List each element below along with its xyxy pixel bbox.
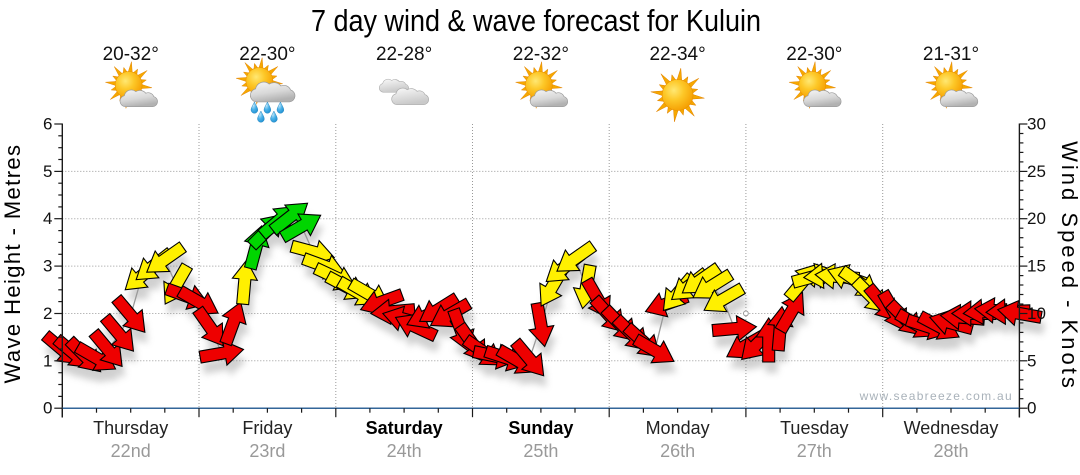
svg-text:22-32°: 22-32° bbox=[513, 44, 569, 65]
svg-text:3: 3 bbox=[43, 257, 52, 276]
svg-text:20-32°: 20-32° bbox=[103, 44, 159, 65]
svg-text:Saturday: Saturday bbox=[366, 418, 443, 438]
svg-text:www.seabreeze.com.au: www.seabreeze.com.au bbox=[859, 389, 1013, 403]
svg-text:22-34°: 22-34° bbox=[649, 44, 705, 65]
svg-text:25: 25 bbox=[1027, 162, 1046, 181]
svg-text:4: 4 bbox=[43, 209, 52, 228]
svg-text:15: 15 bbox=[1027, 257, 1046, 276]
svg-text:0: 0 bbox=[1027, 399, 1036, 418]
svg-text:26th: 26th bbox=[660, 441, 695, 461]
svg-text:Monday: Monday bbox=[646, 418, 710, 438]
svg-text:22-30°: 22-30° bbox=[239, 44, 295, 65]
svg-text:25th: 25th bbox=[523, 441, 558, 461]
svg-text:10: 10 bbox=[1027, 304, 1046, 323]
svg-text:24th: 24th bbox=[387, 441, 422, 461]
svg-text:Friday: Friday bbox=[242, 418, 292, 438]
svg-text:22nd: 22nd bbox=[111, 441, 151, 461]
svg-text:23rd: 23rd bbox=[249, 441, 285, 461]
svg-text:7 day wind & wave forecast for: 7 day wind & wave forecast for Kuluin bbox=[311, 4, 761, 38]
svg-text:22-30°: 22-30° bbox=[786, 44, 842, 65]
svg-text:Sunday: Sunday bbox=[508, 418, 573, 438]
svg-text:0: 0 bbox=[43, 399, 52, 418]
svg-text:2: 2 bbox=[43, 304, 52, 323]
svg-text:Tuesday: Tuesday bbox=[780, 418, 848, 438]
svg-text:Wind Speed - Knots: Wind Speed - Knots bbox=[1057, 141, 1080, 391]
svg-text:30: 30 bbox=[1027, 115, 1046, 134]
svg-text:21-31°: 21-31° bbox=[923, 44, 979, 65]
svg-text:27th: 27th bbox=[797, 441, 832, 461]
svg-text:20: 20 bbox=[1027, 209, 1046, 228]
svg-text:Thursday: Thursday bbox=[93, 418, 168, 438]
svg-text:6: 6 bbox=[43, 115, 52, 134]
svg-text:28th: 28th bbox=[933, 441, 968, 461]
svg-text:5: 5 bbox=[43, 162, 52, 181]
svg-text:Wave Height - Metres: Wave Height - Metres bbox=[0, 144, 25, 384]
svg-text:Wednesday: Wednesday bbox=[904, 418, 999, 438]
svg-text:5: 5 bbox=[1027, 351, 1036, 370]
svg-text:1: 1 bbox=[43, 351, 52, 370]
svg-text:22-28°: 22-28° bbox=[376, 44, 432, 65]
